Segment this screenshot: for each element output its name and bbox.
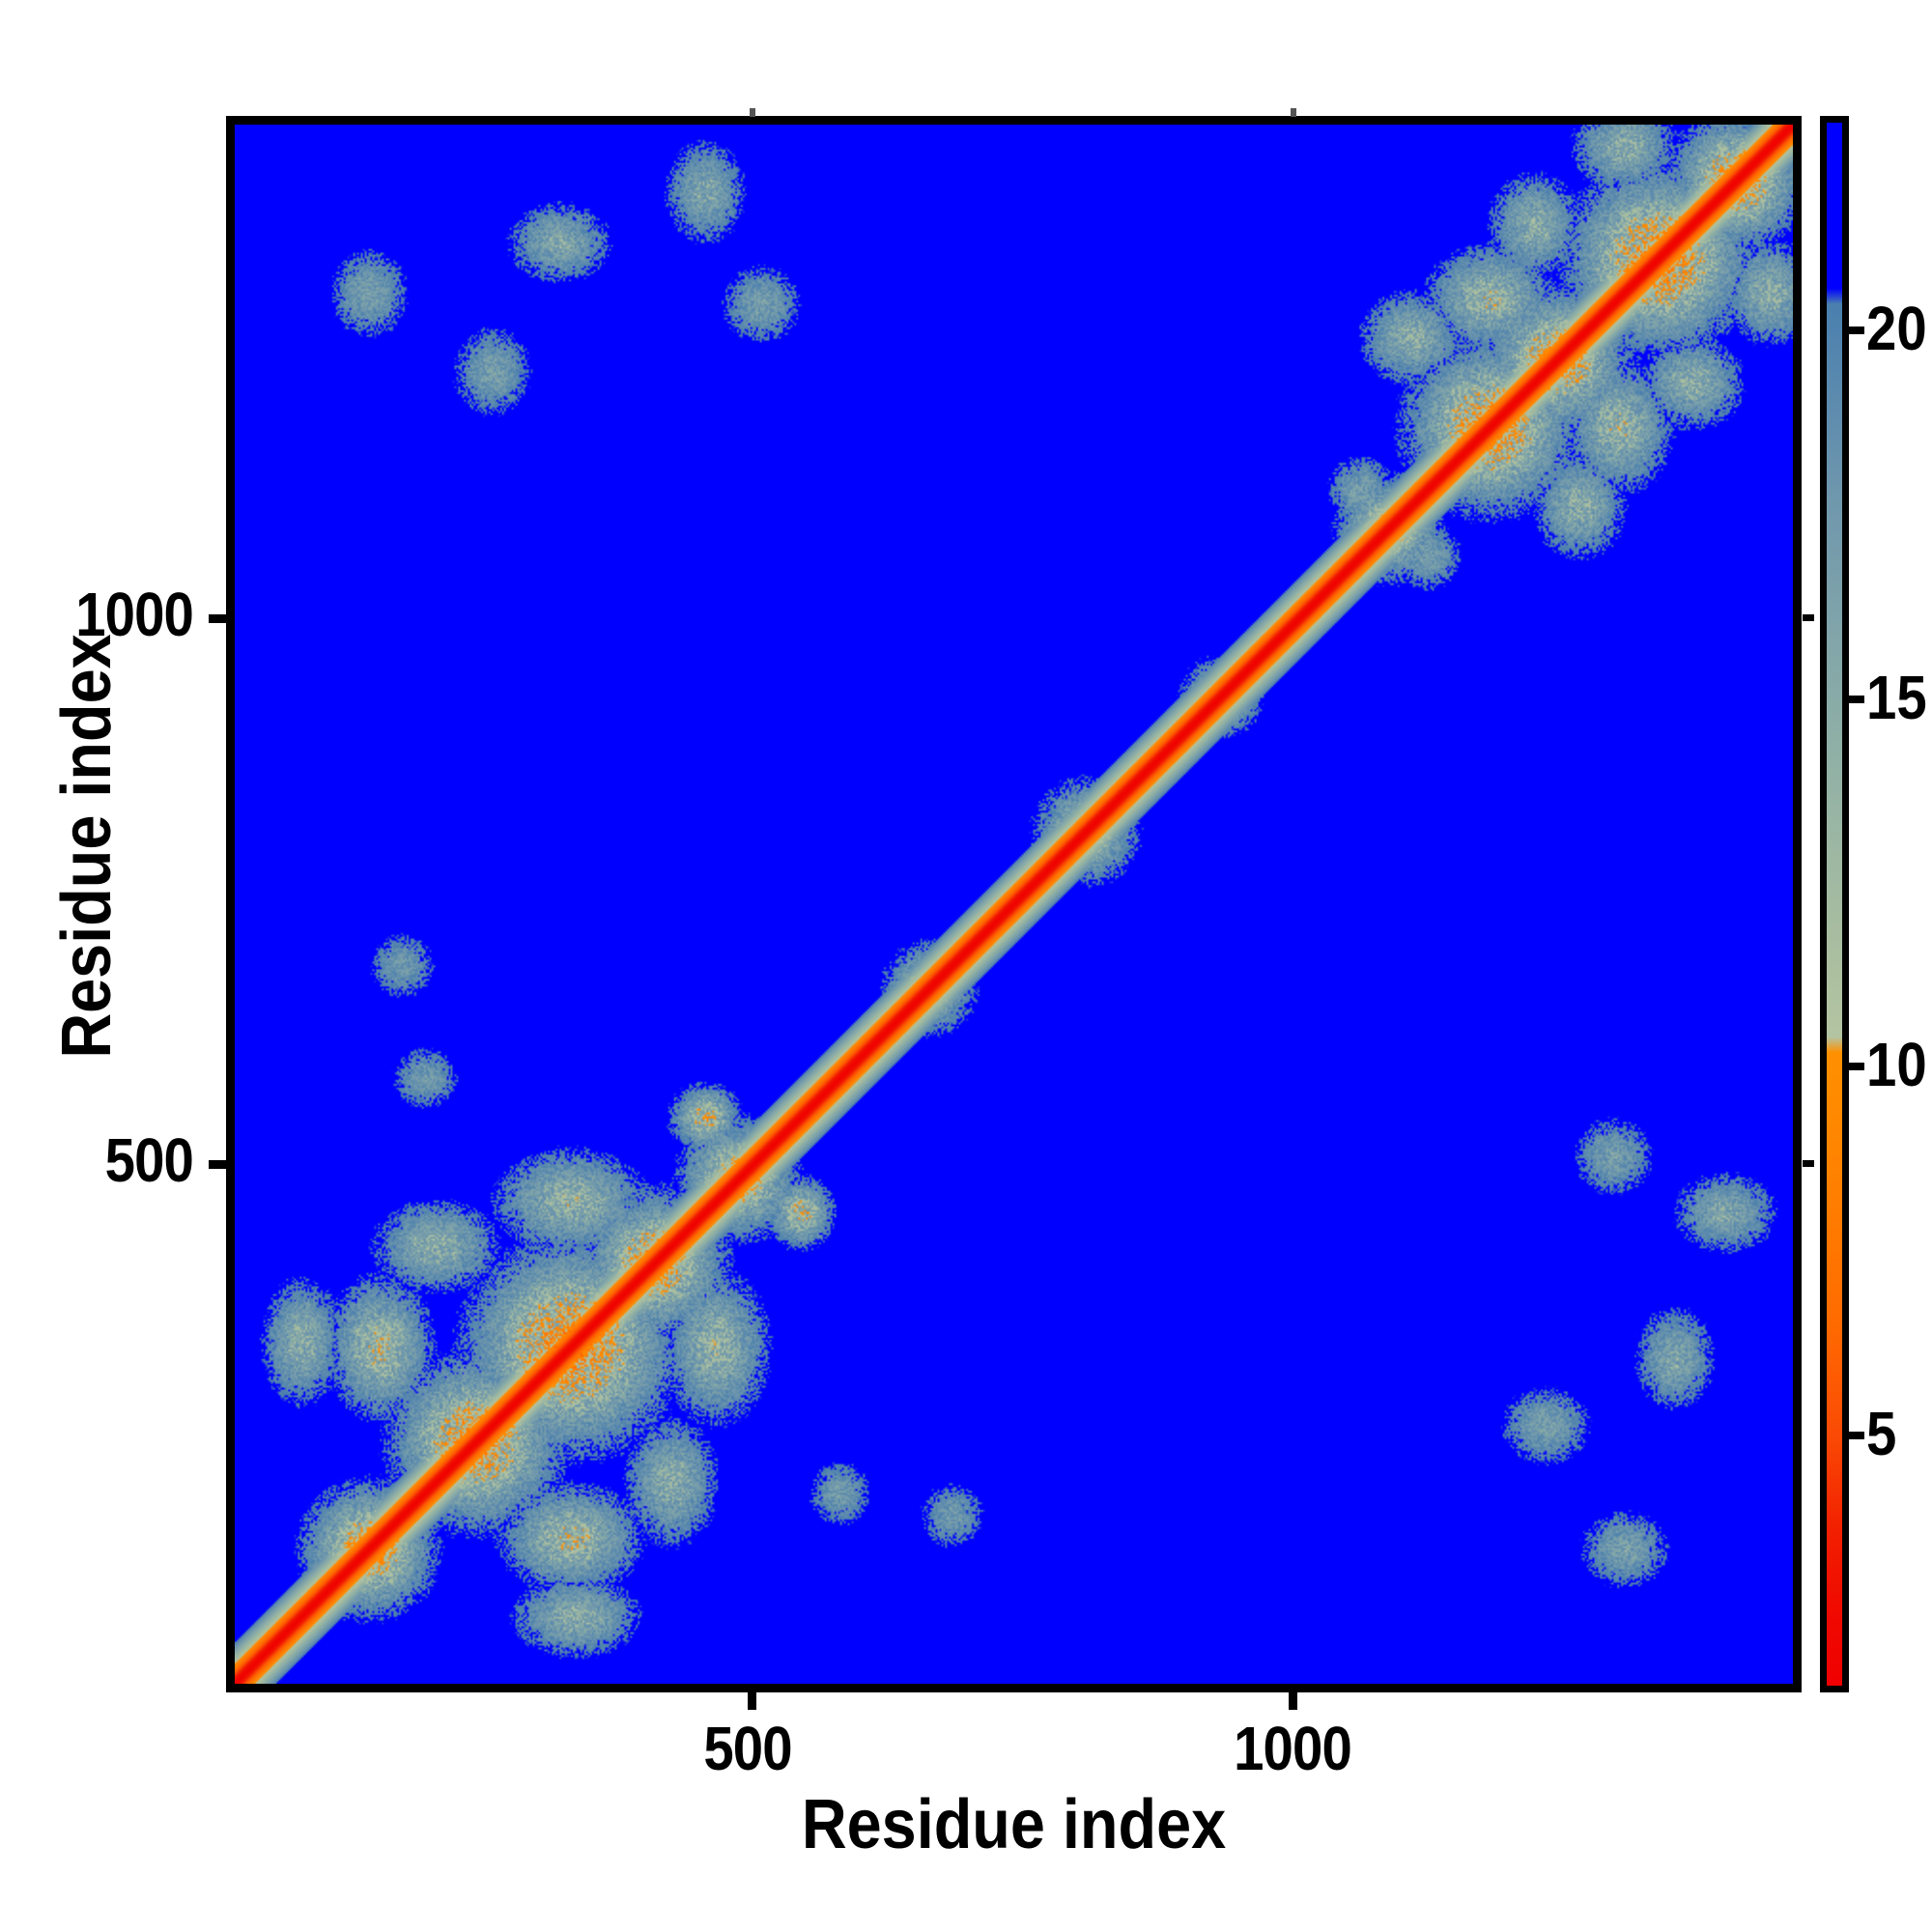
y-tick-label-500: 500 <box>104 1125 194 1195</box>
colorbar-label-15: 15 <box>1866 663 1927 732</box>
y-tick-label-1000: 1000 <box>75 580 194 649</box>
x-axis-title: Residue index <box>801 1786 1227 1863</box>
colorbar-tick-5 <box>1849 1432 1864 1439</box>
x-tick-label-1000: 1000 <box>1234 1714 1352 1783</box>
colorbar-gradient <box>1820 116 1849 1692</box>
right-tick-1000 <box>1803 614 1814 621</box>
x-tick-label-500: 500 <box>703 1714 792 1783</box>
colorbar-label-20: 20 <box>1866 294 1927 363</box>
top-tick-500 <box>750 108 755 117</box>
y-axis-title: Residue index <box>48 634 126 1059</box>
y-tick-500 <box>209 1160 226 1169</box>
top-tick-1000 <box>1291 108 1296 117</box>
colorbar-label-5: 5 <box>1866 1399 1897 1468</box>
colorbar-tick-10 <box>1849 1063 1864 1070</box>
colorbar-tick-20 <box>1849 327 1864 334</box>
y-tick-1000 <box>209 614 226 623</box>
colorbar-tick-15 <box>1849 696 1864 703</box>
x-tick-1000 <box>1289 1692 1297 1710</box>
x-tick-500 <box>748 1692 756 1710</box>
colorbar: 20 15 10 5 <box>1820 116 1927 1692</box>
right-tick-500 <box>1803 1160 1814 1167</box>
heatmap-canvas <box>235 125 1793 1684</box>
colorbar-label-10: 10 <box>1866 1030 1927 1099</box>
heatmap-plot-area <box>226 116 1802 1692</box>
